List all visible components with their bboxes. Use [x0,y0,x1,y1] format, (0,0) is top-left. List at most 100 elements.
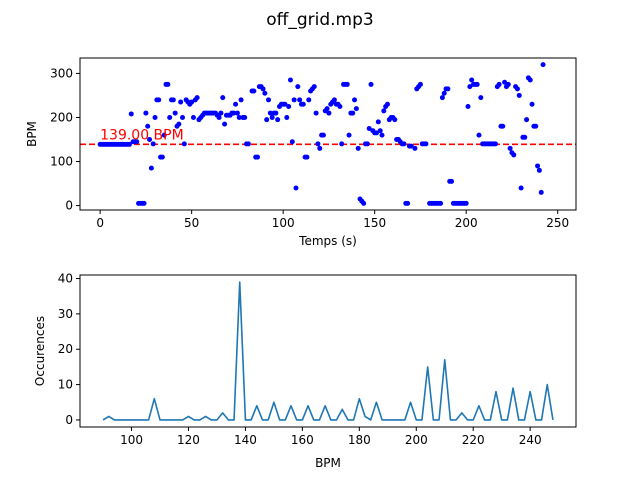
scatter-point [128,111,134,117]
scatter-x-tick-label: 150 [363,216,386,230]
scatter-point [147,137,153,143]
scatter-point [297,97,303,103]
scatter-point [496,81,502,87]
occurrence-series-line [102,281,554,421]
histogram-x-tick-label: 120 [177,433,200,447]
scatter-point [189,99,195,105]
scatter-point [476,132,482,138]
scatter-point [374,130,380,136]
histogram-y-tick-label: 40 [58,272,73,286]
histogram-x-tick-label: 220 [462,433,485,447]
histogram-subplot: 100 120 140 160 180 200 220 240 0 10 20 30 40 BPM O… [33,272,577,470]
scatter-point [331,97,337,103]
scatter-point [218,110,224,116]
scatter-point [287,77,293,83]
scatter-point [324,106,330,112]
scatter-point [220,95,226,101]
scatter-point [170,97,176,103]
scatter-point [141,200,147,206]
scatter-point [492,141,498,147]
scatter-point [238,97,244,103]
scatter-point [222,121,228,127]
scatter-x-axis-label: Temps (s) [298,234,357,248]
scatter-point [145,123,151,129]
scatter-point [260,86,266,92]
scatter-point [320,132,326,138]
scatter-point [392,117,398,123]
scatter-point [317,145,323,151]
scatter-point [233,101,239,107]
scatter-point [377,128,383,134]
scatter-point [176,121,182,127]
scatter-x-tick-label: 200 [455,216,478,230]
scatter-point [190,114,196,120]
scatter-point [156,97,162,103]
scatter-point [344,81,350,87]
scatter-axes-frame [79,57,577,211]
scatter-point [350,110,356,116]
scatter-point [291,97,297,103]
scatter-point [540,62,546,68]
scatter-point [352,97,358,103]
scatter-point [337,103,343,109]
scatter-point [269,114,275,120]
scatter-point [289,139,295,145]
scatter-point [505,81,511,87]
scatter-point [150,141,156,147]
scatter-point [304,154,310,160]
scatter-point [375,119,381,125]
scatter-point [474,81,480,87]
scatter-point [262,90,268,96]
scatter-y-tick-label: 100 [50,155,73,169]
scatter-point [293,185,299,191]
scatter-point [364,141,370,147]
scatter-point [242,114,248,120]
scatter-point [245,141,251,147]
histogram-axes-frame [79,274,577,428]
scatter-point [306,97,312,103]
scatter-point [423,141,429,147]
scatter-point [275,117,281,123]
scatter-point [167,114,173,120]
scatter-point [134,139,140,145]
scatter-point [181,141,187,147]
histogram-y-tick-label: 30 [58,307,73,321]
scatter-point [507,145,513,151]
scatter-point [449,178,455,184]
histogram-x-tick-label: 100 [120,433,143,447]
scatter-point [300,101,306,107]
scatter-point [355,145,361,151]
scatter-point [361,200,367,206]
scatter-point [251,88,257,94]
scatter-point [273,110,279,116]
scatter-point [518,185,524,191]
scatter-point [516,92,522,98]
scatter-point [255,154,261,160]
scatter-point [438,200,444,206]
scatter-point [267,110,273,116]
scatter-point [529,101,535,107]
scatter-point [234,110,240,116]
scatter-point [339,141,345,147]
scatter-point [266,97,272,103]
histogram-plot-area [80,275,576,427]
scatter-point [236,114,242,120]
scatter-point [148,165,154,171]
scatter-point [179,114,185,120]
scatter-point [326,110,332,116]
scatter-point [353,106,359,112]
scatter-point [161,132,167,138]
scatter-point [384,101,390,107]
scatter-point [366,125,372,131]
scatter-point [165,81,171,87]
scatter-point [535,163,541,169]
histogram-x-tick-label: 180 [348,433,371,447]
scatter-point [524,117,530,123]
figure-title: off_grid.mp3 [266,10,373,30]
scatter-x-tick-label: 0 [96,216,104,230]
histogram-x-tick-label: 140 [234,433,257,447]
scatter-point [441,90,447,96]
scatter-subplot: 0 50 100 150 200 250 0 100 200 300 139.00 BPM Te… [25,57,577,248]
histogram-y-tick-label: 20 [58,342,73,356]
